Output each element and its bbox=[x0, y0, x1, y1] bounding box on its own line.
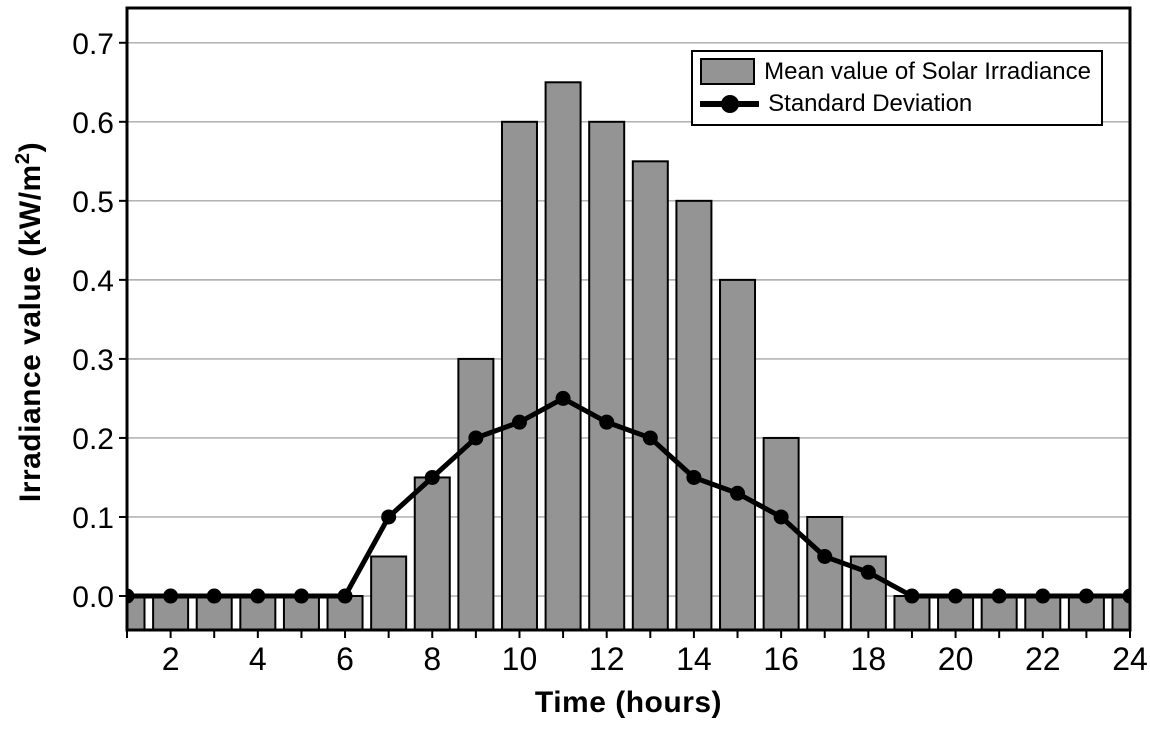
svg-text:0.1: 0.1 bbox=[72, 502, 114, 535]
svg-text:0.2: 0.2 bbox=[72, 423, 114, 456]
svg-text:12: 12 bbox=[589, 641, 625, 677]
svg-text:14: 14 bbox=[676, 641, 712, 677]
legend-line-marker-icon bbox=[700, 90, 760, 117]
y-axis-title-suffix: ) bbox=[14, 141, 47, 153]
legend-item-standard-deviation: Standard Deviation bbox=[700, 89, 1091, 118]
svg-text:0.6: 0.6 bbox=[72, 107, 114, 140]
svg-text:18: 18 bbox=[851, 641, 887, 677]
svg-text:10: 10 bbox=[502, 641, 538, 677]
svg-text:6: 6 bbox=[336, 641, 354, 677]
y-axis-title-superscript: 2 bbox=[11, 152, 34, 165]
svg-text:24: 24 bbox=[1112, 641, 1148, 677]
legend-label-standard-deviation: Standard Deviation bbox=[768, 89, 973, 117]
svg-text:4: 4 bbox=[249, 641, 267, 677]
legend-label-mean-irradiance: Mean value of Solar Irradiance bbox=[764, 57, 1091, 85]
svg-text:0.3: 0.3 bbox=[72, 344, 114, 377]
svg-text:22: 22 bbox=[1025, 641, 1061, 677]
svg-text:0.7: 0.7 bbox=[72, 28, 114, 61]
svg-text:0.5: 0.5 bbox=[72, 186, 114, 219]
x-axis-title: Time (hours) bbox=[534, 686, 723, 719]
svg-text:0.0: 0.0 bbox=[72, 581, 114, 614]
svg-text:2: 2 bbox=[162, 641, 180, 677]
y-axis-title-text: Irradiance value (kW/m bbox=[14, 164, 47, 503]
legend-item-mean-irradiance: Mean value of Solar Irradiance bbox=[700, 57, 1091, 86]
svg-text:16: 16 bbox=[763, 641, 799, 677]
legend: Mean value of Solar Irradiance Standard … bbox=[691, 50, 1103, 126]
svg-text:0.4: 0.4 bbox=[72, 265, 114, 298]
legend-bar-swatch-icon bbox=[700, 58, 756, 85]
svg-text:20: 20 bbox=[938, 641, 974, 677]
svg-text:8: 8 bbox=[423, 641, 441, 677]
y-axis-title: Irradiance value (kW/m2) bbox=[11, 141, 48, 503]
